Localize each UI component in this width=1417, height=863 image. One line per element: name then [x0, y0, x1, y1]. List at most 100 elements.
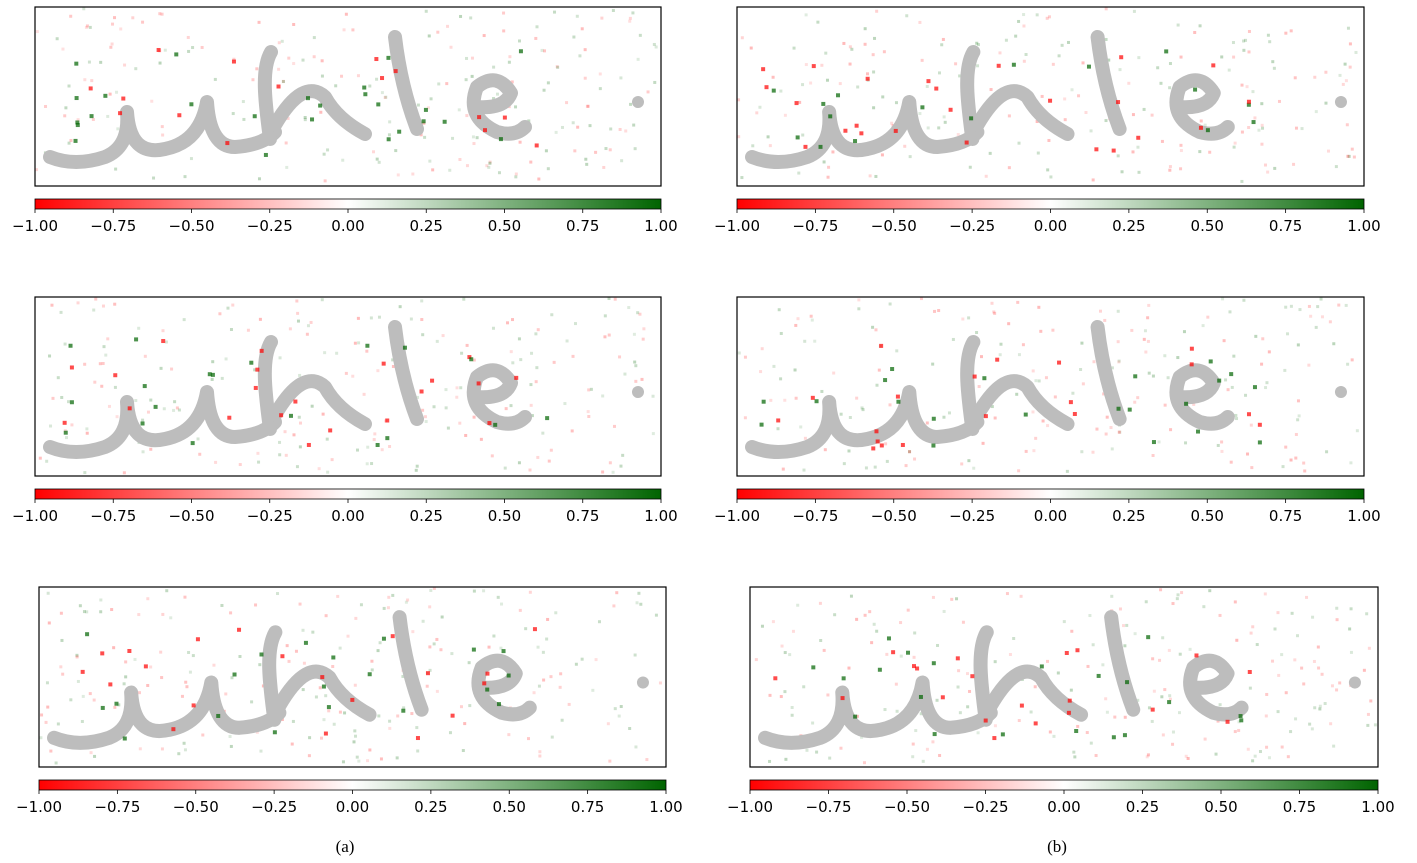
- speckle: [469, 16, 473, 20]
- speckle: [1307, 304, 1311, 308]
- speckle: [580, 657, 584, 661]
- speckle: [838, 82, 842, 86]
- speckle: [450, 652, 454, 656]
- attribution: [811, 665, 816, 670]
- speckle: [993, 724, 997, 728]
- tick-label: −0.25: [949, 507, 995, 525]
- speckle: [1031, 410, 1035, 414]
- attribution: [1023, 412, 1028, 417]
- speckle: [257, 177, 261, 181]
- speckle: [1218, 613, 1222, 617]
- speckle: [937, 309, 941, 313]
- speckle: [440, 615, 444, 619]
- tick-label: −0.25: [247, 507, 293, 525]
- speckle: [459, 705, 463, 709]
- attribution: [874, 429, 879, 434]
- speckle: [1031, 369, 1035, 373]
- speckle: [113, 385, 117, 389]
- attribution: [940, 695, 945, 700]
- attribution: [1000, 732, 1005, 737]
- speckle: [301, 688, 305, 692]
- speckle: [1099, 309, 1103, 313]
- speckle: [323, 179, 327, 183]
- speckle: [158, 12, 162, 16]
- attribution: [113, 373, 118, 378]
- tick-label: −1.00: [12, 217, 58, 235]
- attribution: [1257, 422, 1262, 427]
- speckle: [458, 157, 462, 161]
- speckle: [85, 610, 89, 614]
- speckle: [584, 157, 588, 161]
- speckle: [1176, 593, 1180, 597]
- speckle: [146, 410, 150, 414]
- speckle: [1324, 70, 1328, 74]
- speckle: [1300, 127, 1304, 131]
- speckle: [608, 461, 612, 465]
- speckle: [855, 396, 859, 400]
- attribution: [174, 52, 179, 57]
- speckle: [620, 159, 624, 163]
- attribution: [367, 672, 372, 677]
- speckle: [1113, 715, 1117, 719]
- speckle: [872, 106, 876, 110]
- tick-label: 0.75: [571, 798, 604, 816]
- attribution: [931, 416, 936, 421]
- speckle: [1272, 66, 1276, 70]
- speckle: [925, 84, 929, 88]
- attribution: [1257, 440, 1262, 445]
- speckle: [461, 749, 465, 753]
- speckle: [771, 75, 775, 79]
- speckle: [298, 602, 302, 606]
- speckle: [351, 28, 355, 32]
- speckle: [1039, 329, 1043, 333]
- attribution: [931, 661, 936, 666]
- speckle: [1261, 337, 1265, 341]
- speckle: [51, 396, 55, 400]
- speckle: [1168, 86, 1172, 90]
- speckle: [292, 433, 296, 437]
- speckle: [1330, 684, 1334, 688]
- attribution: [992, 736, 997, 741]
- speckle: [455, 395, 459, 399]
- speckle: [335, 351, 339, 355]
- tick-label: −1.00: [727, 798, 773, 816]
- speckle: [111, 22, 115, 26]
- speckle: [280, 39, 284, 43]
- attribution: [69, 365, 74, 370]
- speckle: [1348, 65, 1352, 69]
- speckle: [1076, 724, 1080, 728]
- caption: (a): [336, 837, 355, 856]
- speckle: [743, 416, 747, 420]
- speckle: [606, 722, 610, 726]
- speckle: [299, 421, 303, 425]
- speckle: [325, 437, 329, 441]
- speckle: [624, 129, 628, 133]
- speckle: [1329, 722, 1333, 726]
- speckle: [82, 7, 86, 11]
- speckle: [1007, 114, 1011, 118]
- speckle: [158, 61, 162, 65]
- speckle: [794, 323, 798, 327]
- attribution: [1205, 128, 1210, 133]
- speckle: [1261, 126, 1265, 130]
- speckle: [942, 415, 946, 419]
- speckle: [395, 756, 399, 760]
- attribution: [1094, 147, 1099, 152]
- attribution: [321, 684, 326, 689]
- speckle: [1344, 79, 1348, 83]
- speckle: [529, 160, 533, 164]
- speckle: [810, 318, 814, 322]
- speckle: [380, 448, 384, 452]
- speckle: [1163, 403, 1167, 407]
- speckle: [517, 337, 521, 341]
- speckle: [517, 461, 521, 465]
- speckle: [1316, 305, 1320, 309]
- speckle: [1144, 600, 1148, 604]
- speckle: [35, 30, 39, 34]
- attribution: [1196, 429, 1201, 434]
- attribution: [764, 85, 769, 90]
- attribution: [272, 730, 277, 735]
- attribution: [195, 637, 200, 642]
- speckle: [790, 713, 794, 717]
- speckle: [435, 637, 439, 641]
